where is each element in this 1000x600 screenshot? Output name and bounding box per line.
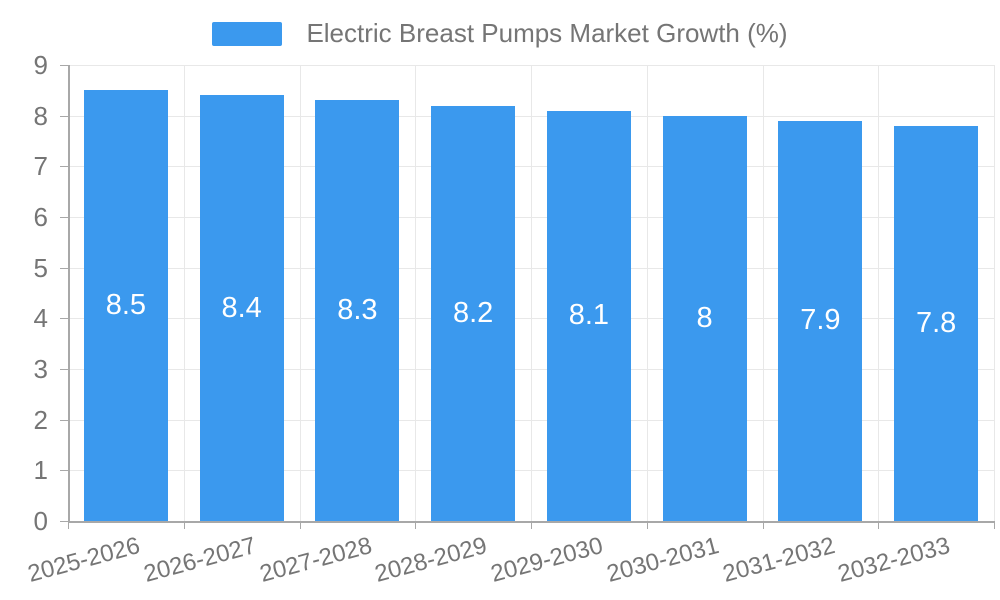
v-gridline — [994, 65, 995, 521]
y-axis-tick — [60, 65, 68, 66]
y-axis-tick-label: 0 — [33, 506, 48, 536]
chart-legend: Electric Breast Pumps Market Growth (%) — [0, 18, 1000, 49]
v-gridline — [878, 65, 880, 521]
bar: 7.9 — [778, 120, 863, 521]
y-axis-tick — [60, 166, 68, 168]
y-axis-tick-label: 1 — [33, 455, 48, 486]
y-axis-tick — [60, 521, 68, 522]
x-axis-tick — [183, 521, 185, 529]
y-axis-tick — [60, 267, 68, 269]
y-axis-tick-label: 2 — [33, 404, 48, 435]
v-gridline — [531, 65, 532, 521]
bar: 8.2 — [431, 105, 516, 521]
bar: 8.3 — [315, 100, 400, 521]
x-axis-category-label: 2029-2030 — [488, 532, 606, 588]
y-axis-tick — [60, 369, 68, 370]
bar-value-label: 7.8 — [915, 306, 957, 339]
x-axis-category-label: 2025-2026 — [25, 532, 143, 588]
y-axis-tick — [60, 217, 68, 218]
bar-value-label: 8.4 — [221, 291, 262, 324]
x-axis-tick — [646, 521, 648, 529]
bar: 8.1 — [546, 110, 631, 521]
bar-value-label: 8.5 — [105, 289, 147, 322]
bar: 8.4 — [199, 95, 284, 521]
y-axis-tick-label: 9 — [33, 50, 48, 80]
v-gridline — [415, 65, 417, 521]
x-axis-category-label: 2027-2028 — [256, 532, 375, 588]
x-axis-category-label: 2026-2027 — [140, 532, 259, 588]
y-axis-tick-label: 6 — [33, 202, 48, 232]
x-axis-tick — [762, 521, 764, 529]
y-axis-tick-label: 4 — [33, 303, 48, 334]
x-axis-category-label: 2032-2033 — [835, 532, 954, 588]
y-axis-tick-label: 5 — [33, 252, 48, 283]
x-axis-category-label: 2031-2032 — [719, 532, 838, 588]
x-axis-tick — [878, 521, 880, 529]
v-gridline — [646, 65, 648, 521]
bar: 8.5 — [83, 90, 168, 521]
x-axis-tick — [994, 521, 995, 529]
legend-marker-swatch — [212, 21, 283, 46]
y-axis-tick-label: 3 — [33, 354, 48, 384]
bar: 8 — [662, 115, 747, 521]
bar-value-label: 8.1 — [568, 299, 610, 332]
bar: 7.8 — [894, 125, 979, 521]
legend-label: Electric Breast Pumps Market Growth (%) — [306, 18, 788, 48]
x-axis-tick — [68, 521, 69, 529]
y-axis-tick-label: 7 — [33, 151, 48, 182]
x-axis-tick — [415, 521, 417, 529]
v-gridline — [762, 65, 764, 521]
x-axis-category-label: 2028-2029 — [372, 532, 491, 588]
bar-value-label: 8.3 — [337, 294, 378, 327]
plot-area: 8.5 8.4 8.3 8.2 8.1 8 7.9 7.8 — [68, 65, 995, 523]
y-axis-tick-label: 8 — [33, 100, 48, 131]
x-axis-tick — [531, 521, 532, 529]
y-axis-line — [68, 65, 70, 521]
bar-value-label: 7.9 — [800, 304, 841, 337]
y-axis-tick — [60, 419, 68, 421]
y-axis-tick — [60, 318, 68, 320]
x-axis-category-label: 2030-2031 — [603, 532, 722, 588]
v-gridline — [299, 65, 301, 521]
x-axis-tick — [299, 521, 301, 529]
bar-value-label: 8.2 — [452, 296, 494, 329]
bar-value-label: 8 — [696, 301, 713, 334]
v-gridline — [183, 65, 185, 521]
y-axis-tick — [60, 115, 68, 117]
y-axis-tick — [60, 470, 68, 472]
